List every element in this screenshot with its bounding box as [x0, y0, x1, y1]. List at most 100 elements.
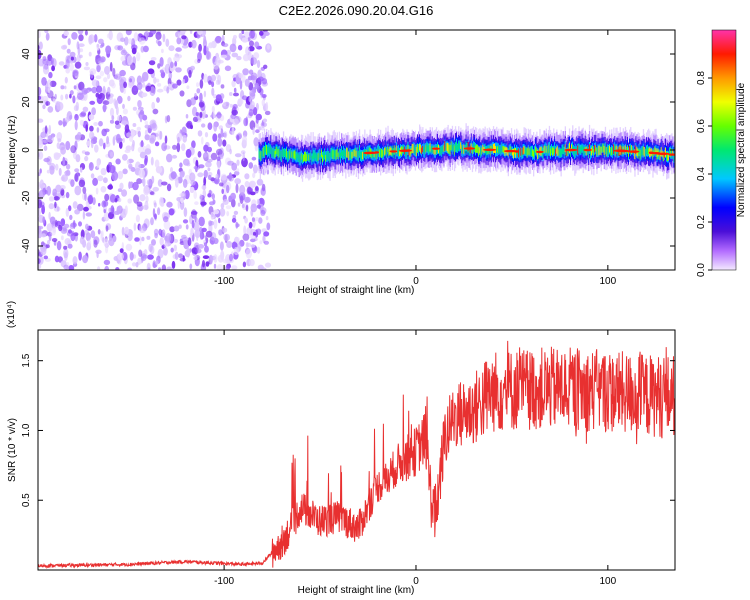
heatmap-noise-cell: [189, 186, 195, 193]
heatmap-noise-cell: [89, 100, 96, 105]
heatmap-noise-cell: [184, 189, 190, 200]
heatmap-band-core: [315, 153, 317, 161]
heatmap-band-core: [442, 146, 444, 153]
heatmap-band-core: [412, 143, 414, 154]
heatmap-band-core: [470, 143, 473, 151]
heatmap-noise-cell: [239, 184, 246, 195]
heatmap-noise-cell: [216, 264, 224, 270]
figure-title: C2E2.2026.090.20.04.G16: [279, 3, 434, 18]
heatmap-noise-cell: [78, 179, 86, 188]
heatmap-noise-cell: [241, 37, 249, 43]
heatmap-noise-cell: [119, 141, 123, 149]
heatmap-band-core: [447, 143, 449, 153]
heatmap-noise-cell: [229, 148, 232, 155]
heatmap-band-core: [347, 147, 349, 158]
heatmap-band-core: [592, 145, 594, 153]
heatmap-band-core: [454, 142, 457, 153]
heatmap-noise-cell: [256, 178, 264, 186]
heatmap-noise-cell: [107, 86, 111, 95]
heatmap-noise-cell: [241, 157, 248, 168]
heatmap-band-core: [279, 150, 282, 159]
heatmap-band-core: [439, 145, 441, 156]
heatmap-noise-cell: [78, 81, 85, 91]
heatmap-noise-cell: [56, 101, 64, 111]
heatmap-noise-cell: [79, 54, 83, 59]
heatmap-band-core: [316, 154, 318, 162]
heatmap-noise-cell: [155, 31, 162, 40]
heatmap-noise-cell: [211, 87, 215, 96]
heatmap-band-core: [273, 148, 275, 157]
heatmap-noise-cell: [63, 121, 67, 127]
heatmap-noise-cell: [248, 69, 254, 75]
heatmap-noise-cell: [250, 101, 255, 110]
heatmap-noise-cell: [194, 201, 199, 206]
heatmap-noise-cell: [248, 162, 254, 169]
heatmap-noise-cell: [98, 202, 101, 207]
heatmap-band-core: [319, 154, 322, 163]
heatmap-noise-cell: [217, 74, 222, 85]
heatmap-band-core: [583, 147, 585, 156]
heatmap-noise-cell: [40, 131, 47, 139]
heatmap-peak: [463, 147, 475, 150]
heatmap-noise-cell: [245, 248, 252, 259]
heatmap-noise-cell: [191, 140, 196, 149]
heatmap-band-core: [637, 149, 639, 159]
heatmap-noise-cell: [249, 89, 255, 97]
heatmap-noise-cell: [166, 201, 173, 208]
heatmap-band-core: [373, 151, 375, 158]
heatmap-noise-cell: [210, 211, 214, 220]
heatmap-noise-cell: [111, 171, 119, 181]
heatmap-noise-cell: [265, 101, 269, 111]
heatmap-noise-cell: [65, 59, 70, 69]
heatmap-noise-cell: [93, 122, 99, 126]
heatmap-noise-cell: [245, 46, 251, 56]
heatmap-band-core: [290, 148, 292, 158]
heatmap-band-core: [472, 143, 475, 153]
heatmap-noise-cell: [179, 162, 183, 168]
heatmap-noise-cell: [72, 95, 76, 104]
heatmap-noise-cell: [66, 48, 71, 54]
heatmap-band-core: [555, 148, 557, 157]
heatmap-band-core: [617, 148, 619, 156]
heatmap-band-core: [291, 151, 293, 158]
heatmap-noise-cell: [212, 209, 220, 215]
heatmap-noise-cell: [117, 197, 122, 203]
heatmap-noise-cell: [97, 266, 101, 270]
heatmap-noise-cell: [173, 244, 177, 252]
heatmap-band-core: [588, 144, 591, 152]
heatmap-noise-cell: [64, 85, 67, 90]
heatmap-noise-cell: [236, 55, 242, 61]
heatmap-noise-cell: [48, 232, 52, 242]
heatmap-noise-cell: [178, 253, 183, 258]
heatmap-band-core: [399, 150, 401, 157]
heatmap-noise-cell: [78, 34, 84, 42]
heatmap-noise-cell: [164, 235, 169, 242]
heatmap-x-tick-label: 0: [413, 276, 419, 287]
colorbar-tick-label: 0.6: [696, 119, 707, 133]
colorbar: 0.0 0.2 0.4 0.6 0.8 Normalized spectral ampl…: [696, 29, 747, 277]
heatmap-band-core: [565, 149, 567, 156]
heatmap-band-core: [595, 145, 597, 152]
heatmap-noise-cell: [69, 90, 74, 96]
heatmap-noise-cell: [238, 192, 246, 201]
heatmap-noise-cell: [260, 267, 267, 270]
heatmap-noise-cell: [84, 155, 89, 162]
heatmap-noise-cell: [85, 223, 89, 230]
heatmap-noise-cell: [223, 131, 228, 139]
heatmap-noise-cell: [213, 254, 218, 263]
heatmap-noise-cell: [182, 219, 189, 224]
heatmap-noise-cell: [213, 122, 218, 132]
heatmap-noise-cell: [159, 196, 164, 207]
heatmap-band-core: [360, 151, 362, 159]
heatmap-band-core: [647, 146, 649, 156]
heatmap-noise-cell: [88, 162, 94, 171]
heatmap-noise-cell: [231, 52, 239, 58]
heatmap-band-core: [672, 149, 674, 156]
heatmap-noise-cell: [79, 236, 85, 245]
heatmap-noise-cell: [82, 210, 86, 220]
heatmap-noise-cell: [125, 243, 133, 251]
heatmap-band-core: [604, 143, 607, 154]
heatmap-noise-cell: [100, 56, 106, 63]
heatmap-noise-cell: [197, 244, 205, 249]
heatmap-peak: [389, 150, 398, 153]
